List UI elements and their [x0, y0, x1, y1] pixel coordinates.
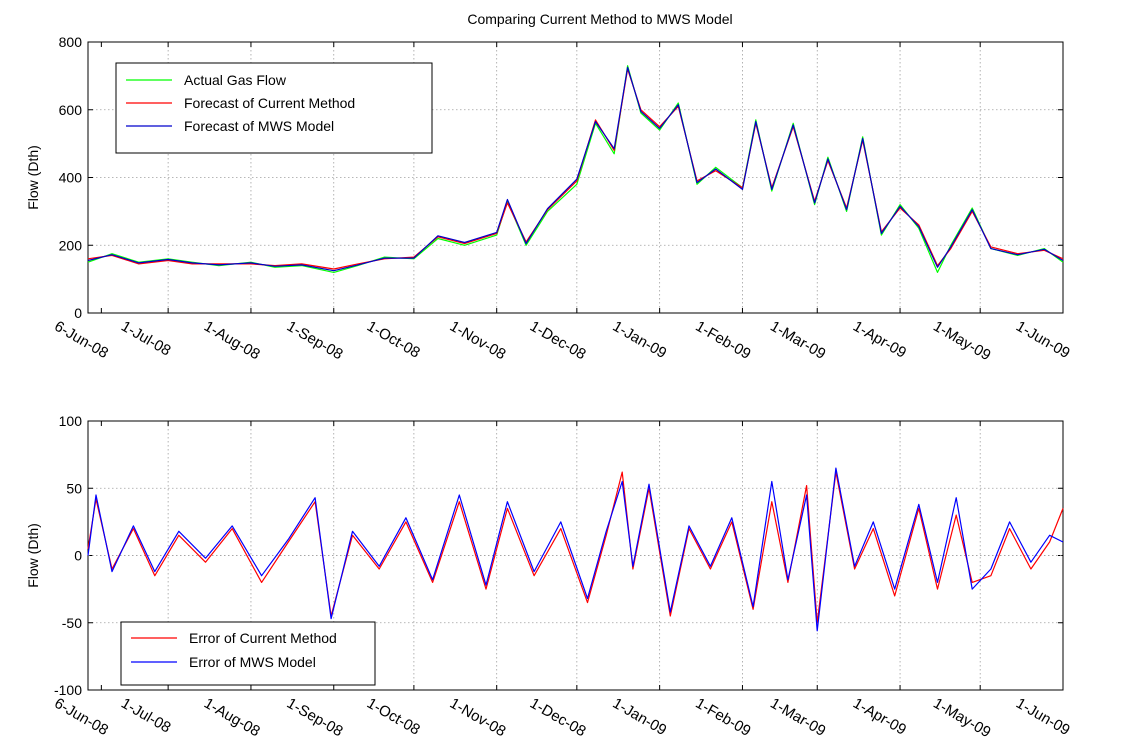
x-tick-label: 1-Dec-08 — [527, 695, 589, 741]
x-tick-label: 1-Jan-09 — [610, 695, 670, 739]
series-line-forecast-of-mws-model — [87, 66, 1064, 272]
x-tick-label: 1-Oct-08 — [364, 318, 423, 362]
x-tick-label: 6-Jun-08 — [51, 695, 111, 739]
x-tick-label: 1-May-09 — [930, 318, 993, 364]
x-tick-label: 1-May-09 — [930, 695, 993, 741]
x-tick-label: 1-Aug-08 — [201, 695, 263, 741]
legend-label-forecast-of-current-method: Forecast of Current Method — [184, 95, 355, 111]
x-tick-label: 1-Dec-08 — [527, 318, 589, 364]
legend: Error of Current Method Error of MWS Mode… — [120, 621, 376, 686]
x-tick-label: 1-Sep-08 — [284, 695, 346, 741]
bottom-chart: -100 -50 0 50 100 6-Jun-08 1-Jul-08 1-Aug-08 1-S… — [25, 413, 1073, 741]
x-tick-label: 1-Feb-09 — [692, 318, 753, 363]
y-tick-label: -100 — [54, 682, 82, 698]
y-axis-label: Flow (Dth) — [25, 523, 41, 588]
x-tick-label: 1-Nov-08 — [447, 695, 509, 741]
y-tick-label: -50 — [62, 615, 82, 631]
y-tick-label: 0 — [74, 305, 82, 321]
legend-label-actual-gas-flow: Actual Gas Flow — [184, 72, 287, 88]
y-tick-label: 50 — [66, 480, 82, 496]
y-tick-label: 400 — [59, 170, 83, 186]
y-tick-label: 200 — [59, 237, 83, 253]
x-tick-label: 1-Mar-09 — [767, 318, 828, 363]
y-tick-label: 0 — [74, 548, 82, 564]
x-tick-label: 1-Jul-08 — [118, 695, 173, 737]
x-tick-label: 1-Jul-08 — [118, 318, 173, 360]
x-tick-label: 1-Feb-09 — [692, 695, 753, 740]
x-tick-label: 1-Jun-09 — [1013, 318, 1073, 362]
y-axis-label: Flow (Dth) — [25, 145, 41, 210]
y-tick-label: 800 — [59, 34, 83, 50]
x-tick-label: 6-Jun-08 — [51, 318, 111, 362]
x-tick-label: 1-Sep-08 — [284, 318, 346, 364]
x-tick-label: 1-Apr-09 — [850, 318, 909, 362]
legend-box — [115, 62, 433, 154]
x-tick-label: 1-Jan-09 — [610, 318, 670, 362]
figure-title: Comparing Current Method to MWS Model — [467, 11, 732, 27]
legend: Actual Gas Flow Forecast of Current Metho… — [115, 62, 433, 154]
x-tick-label: 1-Mar-09 — [767, 695, 828, 740]
series-line-error-of-mws-model — [87, 467, 1064, 632]
y-tick-label: 600 — [59, 102, 83, 118]
legend-label-error-of-mws-model: Error of MWS Model — [189, 654, 316, 670]
legend-label-forecast-of-mws-model: Forecast of MWS Model — [184, 118, 334, 134]
x-tick-label: 1-Nov-08 — [447, 318, 509, 364]
x-tick-label: 1-Oct-08 — [364, 695, 423, 739]
legend-label-error-of-current-method: Error of Current Method — [189, 630, 337, 646]
y-tick-label: 100 — [59, 413, 83, 429]
top-chart: 0 200 400 600 800 6-Jun-08 1-Jul-08 1-Aug-08 1-S… — [25, 34, 1073, 364]
x-tick-label: 1-Aug-08 — [201, 318, 263, 364]
x-tick-label: 1-Jun-09 — [1013, 695, 1073, 739]
x-tick-label: 1-Apr-09 — [850, 695, 909, 739]
legend-box — [120, 621, 376, 686]
